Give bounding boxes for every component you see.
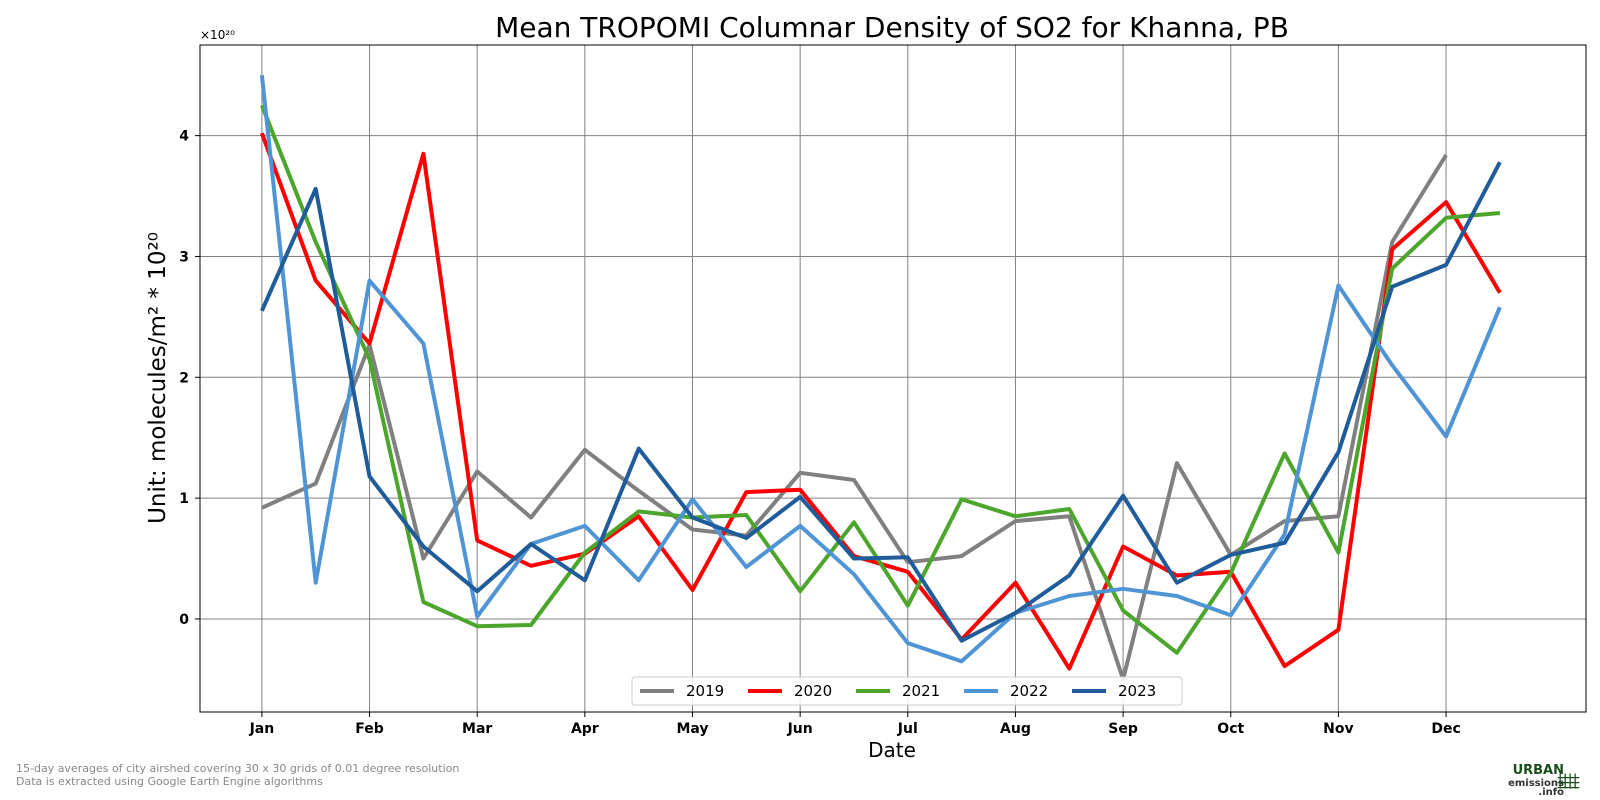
x-tick-label: Apr	[571, 721, 599, 737]
legend-label-2019: 2019	[686, 682, 724, 700]
x-tick-label: Nov	[1323, 721, 1353, 737]
x-tick-label: Aug	[1000, 721, 1031, 737]
y-tick-label: 3	[179, 249, 189, 265]
x-tick-label: Sep	[1108, 721, 1138, 737]
urban-emissions-logo	[1557, 773, 1580, 789]
x-tick-label: Jan	[249, 721, 275, 737]
legend-label-2022: 2022	[1010, 682, 1048, 700]
legend-label-2023: 2023	[1118, 682, 1156, 700]
x-tick-label: Oct	[1217, 721, 1244, 737]
y-axis-label: Unit: molecules/m² * 10²⁰	[145, 232, 171, 524]
x-tick-label: Mar	[462, 721, 492, 737]
tick-layer: Jan Feb Mar Apr May Jun Jul Aug Sep Oct Nov Dec 0 1 2 3…	[179, 129, 1461, 737]
y-tick-label: 1	[179, 491, 189, 507]
footnote-line-1: 15-day averages of city airshed covering…	[16, 762, 460, 775]
logo-line-1: URBAN	[1512, 763, 1564, 778]
x-tick-label: Dec	[1431, 721, 1460, 737]
grid-layer	[200, 45, 1586, 712]
legend: 2019 2020 2021 2022 2023	[631, 676, 1183, 706]
legend-label-2021: 2021	[902, 682, 940, 700]
series-line-2022	[259, 74, 1502, 664]
series-line-2021	[260, 104, 1501, 655]
chart-title: Mean TROPOMI Columnar Density of SO2 for…	[495, 11, 1289, 44]
x-axis-label: Date	[868, 738, 916, 762]
y-tick-label: 4	[179, 129, 189, 145]
x-tick-label: Jul	[897, 721, 918, 737]
legend-box	[631, 676, 1183, 706]
logo-line-3: .info	[1538, 787, 1564, 798]
y-multiplier-label: ×10²⁰	[200, 28, 235, 42]
x-tick-label: Jun	[787, 721, 813, 737]
logo-line-2: emissions	[1508, 778, 1564, 789]
y-tick-label: 2	[179, 370, 189, 386]
y-tick-label: 0	[179, 612, 189, 628]
footnote-line-2: Data is extracted using Google Earth Eng…	[16, 775, 323, 788]
series-layer	[259, 74, 1502, 682]
x-tick-label: May	[676, 721, 708, 737]
series-line-2023	[260, 161, 1502, 643]
x-tick-label: Feb	[355, 721, 384, 737]
series-line-2019	[261, 153, 1448, 682]
plot-frame	[199, 44, 1587, 713]
legend-label-2020: 2020	[794, 682, 832, 700]
